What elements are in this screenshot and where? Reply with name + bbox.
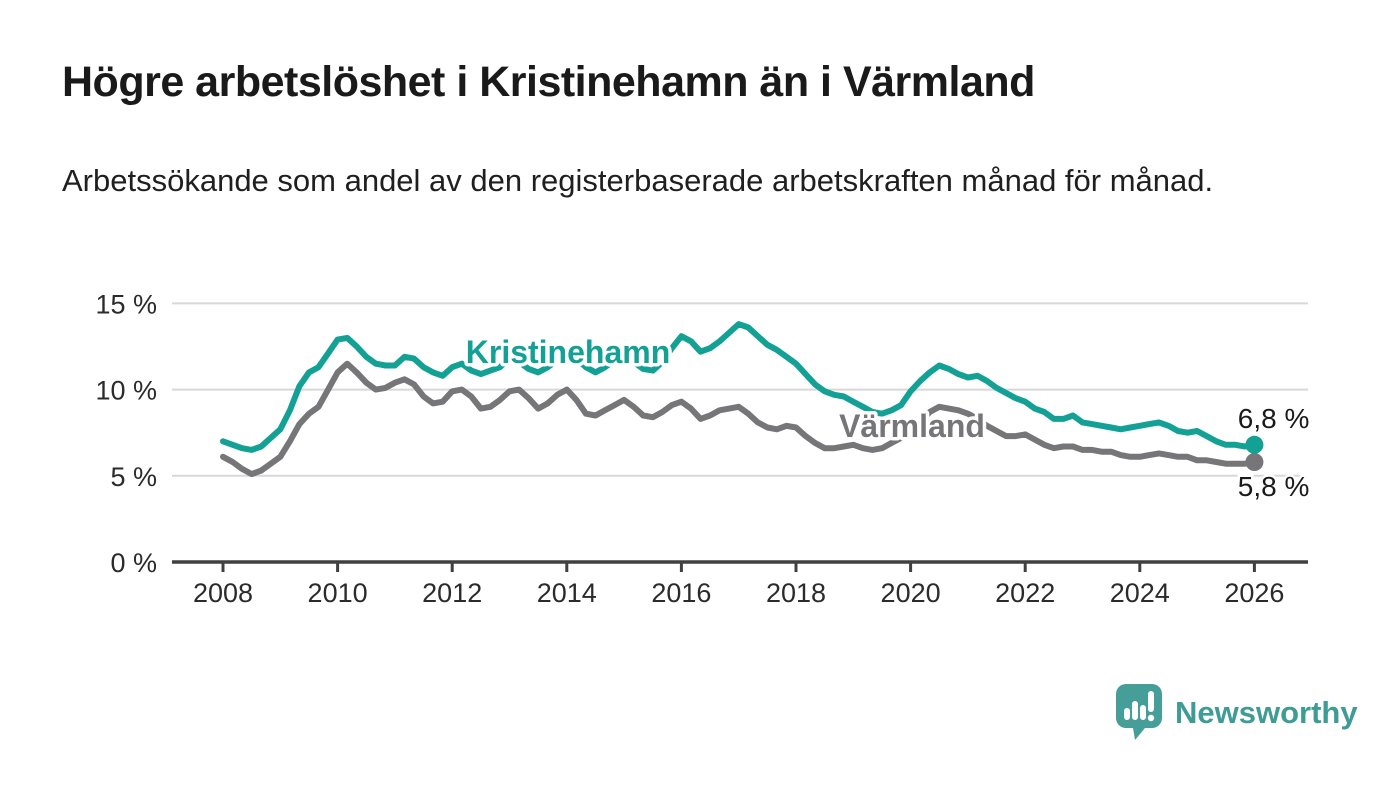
x-tick-label: 2020 bbox=[881, 578, 941, 608]
chart-subtitle: Arbetssökande som andel av den registerb… bbox=[62, 163, 1214, 198]
x-tick-label: 2010 bbox=[308, 578, 368, 608]
unemployment-line-chart: 0 % 5 % 10 % 15 % 2008 2010 2012 2014 2016 2018 20… bbox=[95, 289, 1310, 608]
y-tick-label: 15 % bbox=[95, 289, 157, 319]
y-tick-label: 0 % bbox=[110, 548, 157, 578]
series-end-dot-kristinehamn bbox=[1245, 435, 1264, 454]
x-tick-label: 2008 bbox=[193, 578, 253, 608]
series-label-kristinehamn: Kristinehamn bbox=[466, 334, 670, 370]
end-value-label-värmland: 5,8 % bbox=[1238, 471, 1310, 502]
newsworthy-logo: Newsworthy bbox=[1116, 684, 1358, 742]
x-tick-label: 2022 bbox=[995, 578, 1055, 608]
x-tick-label: 2012 bbox=[422, 578, 482, 608]
y-tick-label: 10 % bbox=[95, 376, 157, 406]
series-line-värmland bbox=[220, 360, 1258, 478]
newsworthy-logo-icon bbox=[1116, 684, 1162, 740]
x-tick-label: 2024 bbox=[1110, 578, 1170, 608]
series-label-värmland: Värmland bbox=[839, 408, 985, 444]
series-line-kristinehamn bbox=[220, 321, 1258, 453]
x-tick-label: 2026 bbox=[1224, 578, 1284, 608]
newsworthy-wordmark: Newsworthy bbox=[1175, 695, 1358, 730]
chart-title: Högre arbetslöshet i Kristinehamn än i V… bbox=[62, 58, 1035, 106]
series-end-dot-värmland bbox=[1245, 453, 1264, 472]
end-value-label-kristinehamn: 6,8 % bbox=[1238, 403, 1310, 434]
y-tick-label: 5 % bbox=[110, 462, 157, 492]
x-tick-label: 2016 bbox=[651, 578, 711, 608]
x-tick-label: 2014 bbox=[537, 578, 597, 608]
x-tick-label: 2018 bbox=[766, 578, 826, 608]
